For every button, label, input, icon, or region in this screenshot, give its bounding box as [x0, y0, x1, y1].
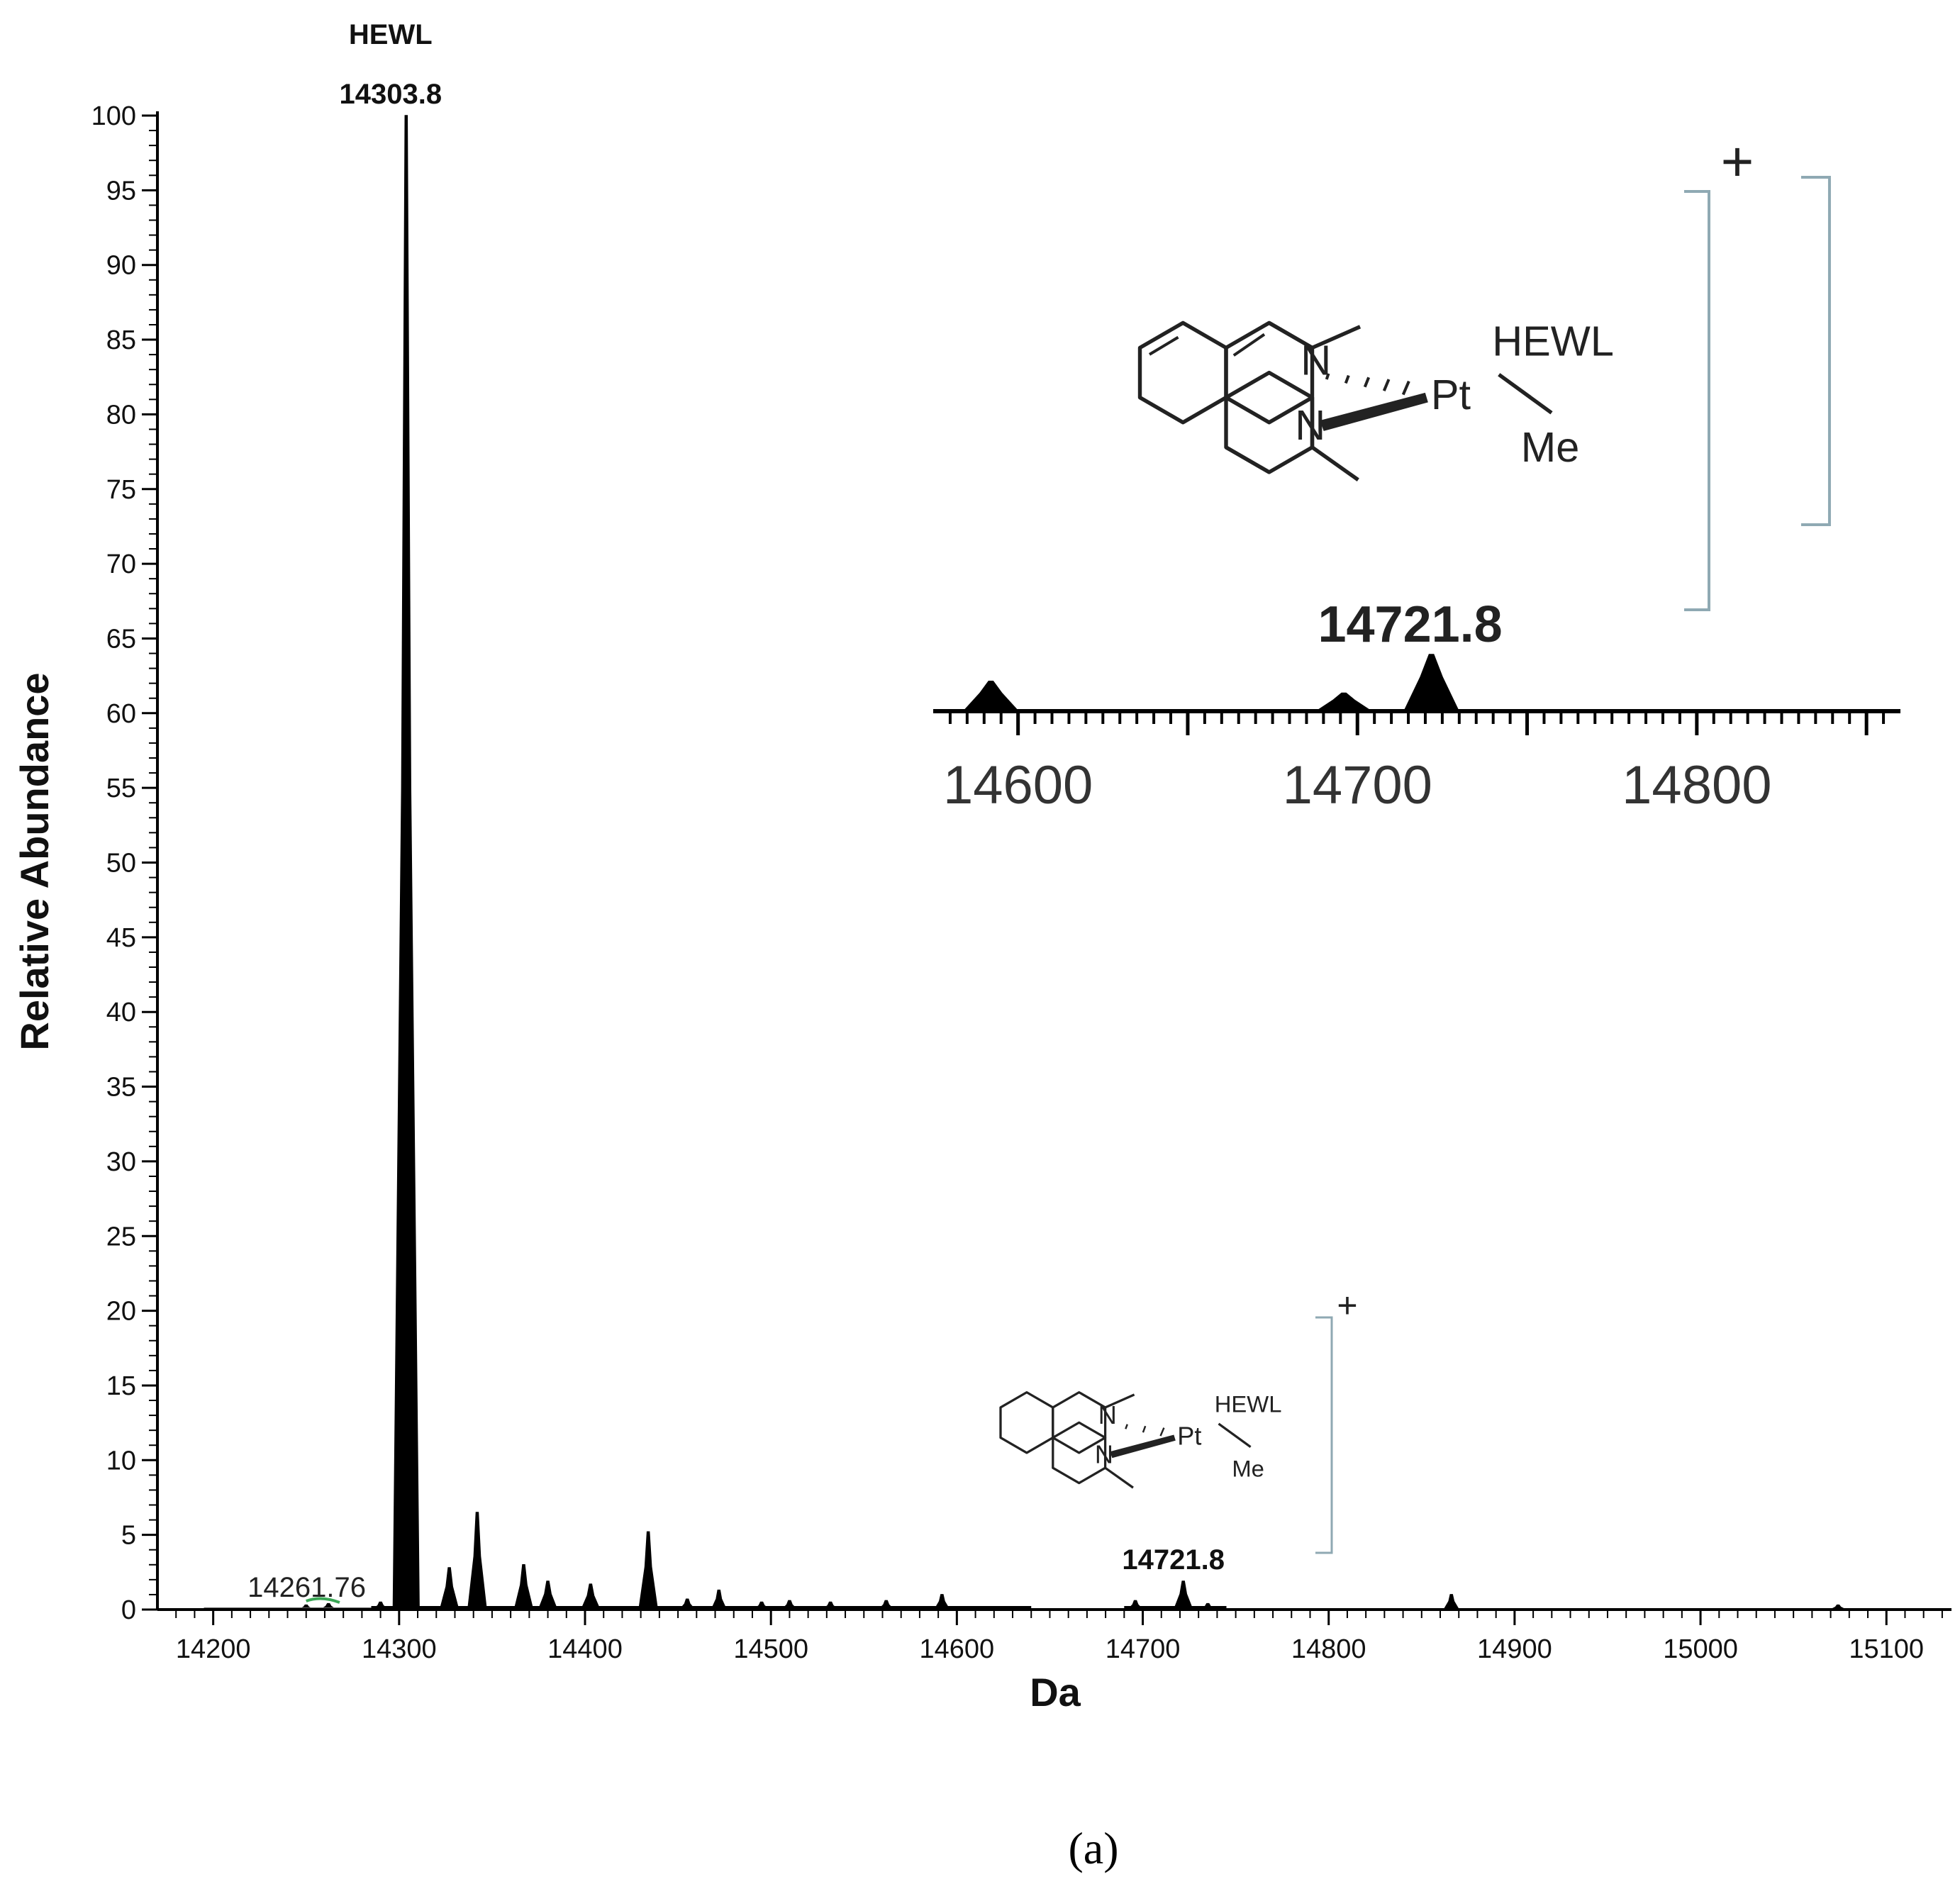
- spectrum-peak: [439, 1567, 460, 1610]
- spectrum-peak: [1173, 1580, 1193, 1610]
- inset-tick-label: 14600: [943, 755, 1093, 815]
- structure-large: N N Pt HEWL Me: [1137, 176, 1831, 526]
- y-ticks: 0 5 10 15 20 25 30 35 40 45 50 55 60 65 70 75 80 85 90 95 10…: [91, 101, 157, 1625]
- green-marker: [306, 1597, 340, 1604]
- x-tick-label: 15000: [1663, 1634, 1738, 1664]
- methyl-label: Me: [1521, 423, 1580, 471]
- inset-x-ticks: 14600 14700 14800: [943, 711, 1869, 815]
- x-axis-title: Da: [1030, 1670, 1081, 1714]
- y-tick-label: 30: [106, 1147, 136, 1177]
- y-tick-label: 35: [106, 1073, 136, 1103]
- small-hewl-ligand-label: HEWL: [1215, 1391, 1282, 1417]
- small-nitrogen-bottom-label: N: [1095, 1440, 1113, 1469]
- y-tick-label: 10: [106, 1446, 136, 1476]
- y-tick-label: 65: [106, 624, 136, 654]
- spectrum-peak: [513, 1564, 534, 1610]
- small-platinum-label: Pt: [1177, 1421, 1201, 1450]
- panel-label: (a): [1068, 1823, 1118, 1873]
- x-tick-label: 14800: [1291, 1634, 1366, 1664]
- inset-peak-label: 14721.8: [1318, 596, 1502, 653]
- inset-peak: [962, 681, 1020, 712]
- spectrum-peak: [1442, 1594, 1460, 1610]
- y-tick-label: 40: [106, 998, 136, 1027]
- spectrum-peak: [638, 1531, 659, 1610]
- y-minor-ticks: [149, 130, 157, 1595]
- y-tick-label: 95: [106, 176, 136, 206]
- inset-minor-ticks: [948, 711, 1886, 724]
- platinum-label: Pt: [1431, 371, 1471, 418]
- x-ticks: 14200 14300 14400 14500 14600 14700 14800 14900…: [176, 1610, 1924, 1664]
- y-tick-label: 85: [106, 325, 136, 355]
- peak-name-label: HEWL: [349, 19, 433, 50]
- inset-spectrum-trace: [962, 654, 1460, 712]
- spectrum-peak: [467, 1512, 487, 1610]
- y-tick-label: 55: [106, 774, 136, 803]
- y-tick-label: 80: [106, 400, 136, 430]
- bracket-large-side: [1684, 190, 1710, 611]
- x-tick-label: 15100: [1849, 1634, 1924, 1664]
- nitrogen-top-label: N: [1301, 336, 1331, 384]
- structure-small: N N Pt HEWL Me: [999, 1391, 1282, 1489]
- charge-large-label: +: [1721, 130, 1754, 193]
- y-tick-label: 90: [106, 251, 136, 281]
- x-minor-ticks: [175, 1610, 1943, 1618]
- nitrogen-bottom-label: N: [1295, 401, 1325, 449]
- x-tick-label: 14700: [1106, 1634, 1181, 1664]
- inset-peak: [1403, 654, 1460, 712]
- y-tick-label: 50: [106, 849, 136, 879]
- main-chart: 0 5 10 15 20 25 30 35 40 45 50 55 60 65 70 75 80 85 90 95 10…: [12, 19, 1951, 1714]
- y-tick-label: 70: [106, 550, 136, 579]
- spectrum-peak: [580, 1583, 601, 1610]
- inset-peak: [1314, 692, 1374, 712]
- inset-tick-label: 14800: [1622, 755, 1771, 815]
- inset-zoom: 14600 14700 14800 14721.8: [933, 596, 1900, 815]
- y-tick-label: 45: [106, 923, 136, 953]
- x-tick-label: 14400: [547, 1634, 623, 1664]
- y-axis-title: Relative Abundance: [12, 672, 57, 1050]
- minor-peak-label: 14261.76: [247, 1572, 366, 1603]
- y-tick-label: 75: [106, 475, 136, 505]
- y-tick-label: 100: [91, 101, 136, 131]
- bracket-small: [1315, 1316, 1333, 1554]
- spectrum-peak: [392, 115, 420, 1610]
- inset-tick-label: 14700: [1283, 755, 1432, 815]
- hewl-ligand-label: HEWL: [1492, 317, 1614, 364]
- x-tick-label: 14500: [733, 1634, 808, 1664]
- bracket-large: [1800, 176, 1831, 526]
- charge-small-label: +: [1337, 1286, 1357, 1325]
- y-tick-label: 5: [121, 1521, 136, 1551]
- y-tick-label: 60: [106, 699, 136, 729]
- y-tick-label: 20: [106, 1297, 136, 1327]
- x-tick-label: 14600: [920, 1634, 995, 1664]
- small-methyl-label: Me: [1232, 1456, 1264, 1482]
- small-nitrogen-top-label: N: [1098, 1400, 1117, 1429]
- peak-mass-label: 14303.8: [339, 79, 442, 110]
- adduct-peak-label: 14721.8: [1122, 1544, 1225, 1576]
- y-tick-label: 0: [121, 1595, 136, 1625]
- x-tick-label: 14900: [1477, 1634, 1552, 1664]
- x-tick-label: 14200: [176, 1634, 251, 1664]
- spectrum-peak: [538, 1580, 558, 1610]
- x-tick-label: 14300: [362, 1634, 437, 1664]
- y-tick-label: 25: [106, 1222, 136, 1251]
- y-tick-label: 15: [106, 1371, 136, 1401]
